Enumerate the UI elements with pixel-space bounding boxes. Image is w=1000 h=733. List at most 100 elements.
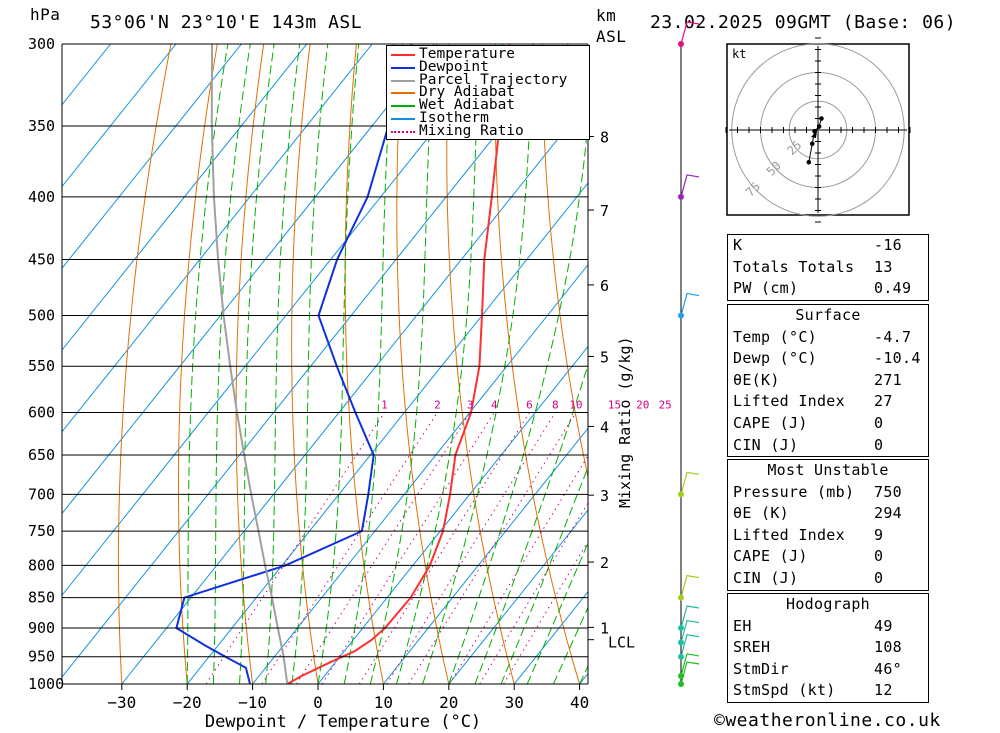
legend-item-dry-adiabat: Dry Adiabat	[419, 84, 516, 101]
legend-item-wet-adiabat: Wet Adiabat	[419, 97, 516, 114]
height-unit-asl: ASL	[596, 27, 627, 46]
legend-swatch	[391, 79, 415, 82]
surface-title: Surface	[795, 306, 861, 324]
hodograph-row: StmSpd (kt) 12	[733, 681, 893, 700]
x-tick-label: 20	[439, 693, 458, 712]
wet-adiabat-line	[291, 44, 329, 684]
hodograph-point	[819, 116, 824, 121]
hodograph-ring-label: 25	[784, 138, 804, 158]
dry-adiabat-line	[681, 44, 720, 684]
mixing-ratio-label: 6	[526, 398, 533, 411]
wet-adiabat-line	[422, 44, 534, 684]
hodograph-frame	[726, 43, 910, 216]
legend-item-isotherm: Isotherm	[419, 110, 489, 126]
wet-adiabat-line	[343, 44, 395, 684]
wet-adiabat-line	[500, 465, 588, 684]
pressure-tick-label: 850	[28, 589, 55, 607]
isotherm-line	[121, 100, 588, 684]
height-unit-km: km	[596, 6, 617, 25]
mixing-ratio-line	[386, 412, 556, 684]
isotherm-line	[317, 345, 588, 684]
hodograph-ring	[731, 43, 905, 217]
wet-adiabat-line	[448, 117, 588, 684]
index-row-k: K -16	[733, 236, 902, 254]
storm-motion-arrow-icon	[811, 131, 817, 138]
pressure-tick-label: 900	[28, 619, 55, 637]
wind-barb	[680, 292, 700, 316]
x-tick-label: 10	[374, 693, 393, 712]
basic-indices-table: K -16 Totals Totals 13 PW (cm) 0.49	[727, 234, 929, 301]
surface-row: Lifted Index 27	[733, 392, 893, 411]
mixing-ratio-label: 20	[636, 398, 649, 411]
legend-item-parcel-trajectory: Parcel Trajectory	[419, 71, 568, 88]
wind-barb	[680, 619, 700, 643]
isotherm-line	[252, 263, 588, 684]
x-tick-label: −10	[238, 693, 267, 712]
height-tick-label: 4	[600, 418, 609, 436]
height-tick-label: 7	[600, 202, 609, 220]
hodograph-point	[816, 124, 822, 129]
hodograph-trace	[808, 118, 822, 163]
mixing-ratio-line	[358, 412, 530, 684]
hodograph-ring-label: 75	[743, 179, 763, 199]
x-tick-label: −20	[173, 693, 202, 712]
height-tick-label: 6	[600, 277, 609, 295]
hodograph-ring	[760, 72, 876, 188]
pressure-tick-label: 450	[28, 251, 55, 269]
wet-adiabat-line	[396, 44, 481, 684]
pressure-tick-label: 1000	[28, 675, 64, 693]
hodograph-title: Hodograph	[786, 595, 870, 613]
index-row-pw: PW (cm) 0.49	[733, 279, 912, 298]
skew-t-diagram: 1 2 3 4 6 8 10 15 20 2530035040045050055060065070…	[28, 21, 720, 732]
most-unstable-row: Lifted Index 9	[733, 525, 884, 544]
hodograph-point	[812, 128, 817, 134]
dry-adiabat-line	[396, 44, 450, 684]
dry-adiabat-line	[235, 44, 265, 684]
legend-swatch	[391, 92, 415, 95]
isotherm-line	[62, 44, 177, 188]
wind-barb	[680, 634, 700, 657]
wind-barb	[680, 174, 700, 198]
datetime-title: 23.02.2025 09GMT (Base: 06)	[650, 12, 957, 33]
copyright-symbol: ©	[714, 710, 726, 731]
most-unstable-row: CAPE (J) 0	[733, 547, 884, 566]
hodograph-row: SREH 108	[733, 638, 902, 657]
pressure-tick-label: 500	[28, 307, 55, 325]
wet-adiabat-line	[552, 606, 588, 684]
isotherm-line	[448, 509, 588, 684]
wind-barb	[680, 574, 700, 598]
mixing-ratio-line	[449, 454, 588, 684]
wet-adiabat-line	[369, 44, 435, 684]
pressure-tick-label: 750	[28, 522, 55, 540]
surface-row: CIN (J) 0	[733, 435, 884, 454]
mixing-ratio-label: 25	[659, 398, 672, 411]
pressure-tick-label: 350	[28, 117, 55, 135]
dry-adiabat-line	[635, 44, 720, 684]
copyright-footer[interactable]: ©weatheronline.co.uk	[714, 710, 941, 731]
wind-barb	[680, 605, 700, 629]
wind-barb	[680, 21, 700, 45]
wet-adiabat-line	[212, 44, 251, 684]
wind-barb	[680, 653, 700, 677]
pressure-tick-label: 950	[28, 648, 55, 666]
most-unstable-table: Most Unstable Pressure (mb) 750 θE (K) 294…	[727, 459, 929, 591]
lcl-label: LCL	[608, 634, 635, 652]
site-link[interactable]: weatheronline.co.uk	[725, 710, 941, 731]
legend: Temperature Dewpoint Parcel Trajectory Dry …	[386, 45, 590, 140]
legend-swatch	[391, 105, 415, 108]
surface-table: Surface Temp (°C) -4.7 Dewp (°C) -10.4 θE(…	[727, 304, 929, 458]
hodograph-ring-label: 50	[764, 159, 784, 179]
pressure-tick-label: 650	[28, 446, 55, 464]
legend-item-temperature: Temperature	[419, 46, 516, 62]
hodograph-point	[809, 141, 815, 147]
hodograph-point	[806, 159, 812, 165]
hodograph-table: Hodograph EH 49 SREH 108 StmDir 46° StmSpd …	[727, 593, 929, 703]
height-tick-label: 2	[600, 554, 609, 572]
wet-adiabat-line	[186, 44, 229, 684]
isotherm-line	[62, 44, 569, 678]
pressure-tick-label: 550	[28, 357, 55, 375]
hodograph-row: EH 49	[733, 616, 893, 635]
mixing-ratio-label: 1	[381, 398, 388, 411]
legend-swatch	[391, 66, 415, 69]
pressure-tick-label: 600	[28, 403, 55, 421]
